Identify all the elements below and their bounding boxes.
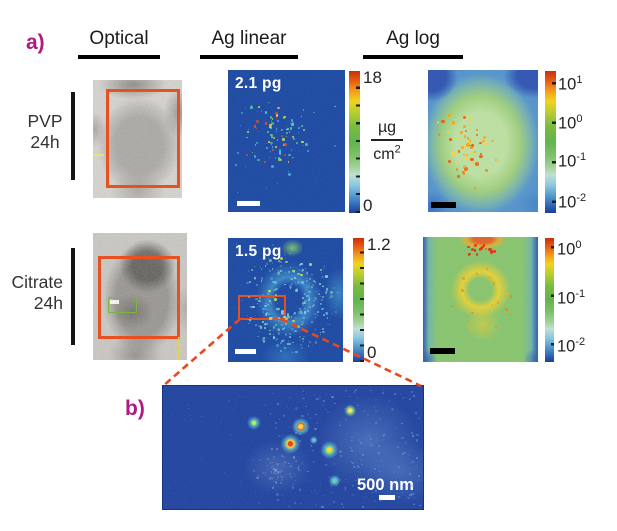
scale-bar bbox=[431, 202, 456, 208]
scale-bar bbox=[430, 348, 455, 354]
header-underline bbox=[200, 55, 298, 59]
colorbar-max-pvp: 18 bbox=[363, 68, 382, 87]
header-underline bbox=[78, 55, 160, 59]
mass-label-citrate: 1.5 pg bbox=[235, 243, 282, 260]
scale-bar bbox=[235, 349, 256, 354]
column-header-optical: Optical bbox=[78, 28, 160, 59]
fraction-line bbox=[371, 139, 403, 142]
colorbar-linear-citrate bbox=[353, 238, 364, 362]
log-tick-2: 10-1 bbox=[557, 288, 586, 308]
row-label-pvp-line2: 24h bbox=[30, 132, 60, 152]
scale-bar bbox=[379, 495, 395, 500]
optical-image-pvp bbox=[93, 80, 182, 198]
ag-linear-image-pvp: 2.1 pg bbox=[228, 70, 345, 212]
roi-rectangle-pvp-optical bbox=[106, 89, 180, 188]
ag-linear-image-citrate: 1.5 pg bbox=[228, 238, 343, 362]
row-label-pvp-line1: PVP bbox=[27, 111, 63, 131]
column-header-ag-linear-text: Ag linear bbox=[211, 28, 287, 49]
colorbar-log-pvp bbox=[545, 71, 556, 213]
yellow-marker-line bbox=[93, 154, 104, 156]
unit-denominator: cm2 bbox=[373, 143, 401, 163]
column-header-ag-log: Ag log bbox=[363, 28, 463, 59]
white-marker bbox=[110, 300, 119, 304]
panel-b-label: b) bbox=[125, 397, 145, 420]
row-label-pvp: PVP 24h bbox=[17, 111, 73, 153]
grain-texture bbox=[423, 237, 538, 362]
row-label-citrate-line2: 24h bbox=[33, 293, 63, 313]
log-tick-1: 100 bbox=[557, 239, 582, 259]
row-label-citrate: Citrate 24h bbox=[0, 272, 63, 314]
yellow-roi-rectangle bbox=[178, 337, 187, 360]
log-tick-3: 10-1 bbox=[558, 151, 587, 171]
log-tick-3: 10-2 bbox=[557, 336, 586, 356]
zoomed-inset-image: 500 nm bbox=[162, 385, 424, 510]
ag-log-image-pvp bbox=[428, 70, 538, 212]
log-tick-4: 10-2 bbox=[558, 192, 587, 212]
colorbar-min-pvp: 0 bbox=[363, 196, 373, 215]
panel-a-label: a) bbox=[26, 31, 45, 54]
colorbar-log-citrate bbox=[545, 238, 554, 362]
column-header-ag-log-text: Ag log bbox=[386, 28, 440, 49]
optical-image-citrate bbox=[93, 233, 187, 360]
ag-log-image-citrate bbox=[423, 237, 538, 362]
row-divider-pvp bbox=[71, 92, 75, 180]
colorbar-min-citrate: 0 bbox=[367, 343, 377, 362]
inset-scale-label: 500 nm bbox=[357, 476, 414, 494]
column-header-optical-text: Optical bbox=[89, 28, 149, 49]
row-label-citrate-line1: Citrate bbox=[11, 272, 63, 292]
green-roi-rectangle bbox=[108, 297, 137, 313]
colorbar-linear-pvp bbox=[349, 71, 360, 213]
row-divider-citrate bbox=[71, 248, 75, 345]
mass-label-pvp: 2.1 pg bbox=[235, 75, 282, 92]
colorbar-max-citrate: 1.2 bbox=[367, 235, 391, 254]
scale-bar bbox=[237, 201, 260, 206]
log-tick-1: 101 bbox=[558, 74, 583, 94]
unit-label: µg cm2 bbox=[368, 119, 406, 164]
header-underline bbox=[363, 55, 463, 59]
column-header-ag-linear: Ag linear bbox=[200, 28, 298, 59]
zoom-roi-rectangle bbox=[238, 295, 286, 320]
roi-rectangle-citrate-optical bbox=[98, 256, 180, 339]
log-tick-2: 100 bbox=[558, 113, 583, 133]
unit-numerator: µg bbox=[377, 119, 397, 136]
